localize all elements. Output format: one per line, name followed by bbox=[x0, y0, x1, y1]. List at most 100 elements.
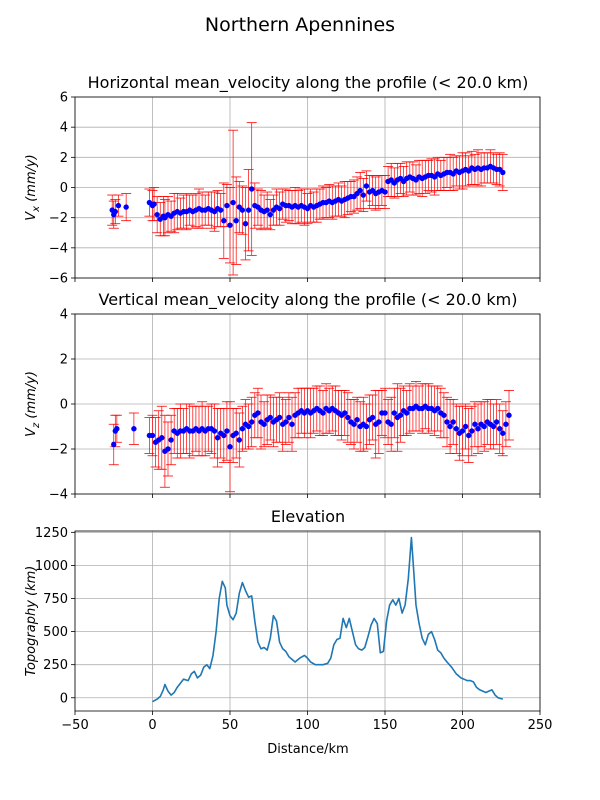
data-point bbox=[481, 423, 487, 430]
horizontal-velocity-data bbox=[107, 122, 508, 276]
data-point bbox=[289, 421, 295, 427]
data-point bbox=[283, 419, 289, 425]
horizontal-velocity-y-tick-label: 2 bbox=[60, 151, 68, 166]
data-point bbox=[320, 410, 326, 416]
data-point bbox=[497, 426, 503, 432]
data-point bbox=[255, 410, 261, 416]
vertical-velocity-data bbox=[108, 381, 514, 493]
data-point bbox=[342, 410, 348, 416]
data-point bbox=[233, 217, 239, 224]
data-point bbox=[493, 419, 500, 425]
vertical-velocity-y-tick-label: 2 bbox=[60, 353, 68, 368]
data-point bbox=[267, 211, 273, 218]
data-point bbox=[382, 410, 388, 416]
elevation-y-tick-label: 0 bbox=[60, 691, 68, 706]
data-point bbox=[227, 444, 233, 450]
data-point bbox=[376, 419, 382, 425]
data-point bbox=[490, 423, 497, 430]
data-point bbox=[239, 207, 246, 213]
data-point bbox=[276, 205, 283, 212]
elevation-x-tick-label: 200 bbox=[450, 718, 475, 733]
data-point bbox=[115, 202, 122, 209]
data-point bbox=[286, 414, 292, 421]
data-point bbox=[363, 183, 370, 189]
data-point bbox=[447, 423, 453, 430]
data-point bbox=[404, 410, 410, 416]
data-point bbox=[249, 419, 255, 425]
data-point bbox=[154, 211, 160, 218]
elevation-x-axis-label: Distance/km bbox=[267, 742, 348, 757]
data-point bbox=[111, 441, 117, 448]
elevation-x-tick-label: 100 bbox=[295, 718, 320, 733]
data-point bbox=[459, 428, 466, 434]
elevation-x-tick-label: 0 bbox=[148, 718, 156, 733]
data-point bbox=[165, 446, 171, 452]
elevation-y-tick-label: 1250 bbox=[35, 526, 68, 541]
data-point bbox=[227, 222, 233, 228]
data-point bbox=[462, 423, 469, 430]
data-point bbox=[357, 187, 363, 194]
elevation-x-tick-label: 150 bbox=[373, 718, 398, 733]
data-point bbox=[233, 430, 239, 436]
data-point bbox=[466, 432, 472, 439]
data-point bbox=[211, 428, 218, 434]
data-point bbox=[249, 186, 255, 192]
data-point bbox=[441, 412, 447, 418]
horizontal-velocity-y-tick-label: −2 bbox=[49, 211, 68, 226]
data-point bbox=[236, 437, 242, 443]
horizontal-velocity-title: Horizontal mean_velocity along the profi… bbox=[88, 73, 529, 93]
data-point bbox=[261, 421, 267, 427]
data-point bbox=[351, 421, 357, 427]
horizontal-velocity-y-tick-label: −6 bbox=[49, 272, 68, 287]
data-point bbox=[221, 432, 227, 439]
data-point bbox=[503, 421, 509, 427]
horizontal-velocity-panel: Horizontal mean_velocity along the profi… bbox=[24, 73, 541, 287]
data-point bbox=[472, 421, 478, 427]
data-point bbox=[453, 426, 459, 432]
vertical-velocity-y-tick-label: 4 bbox=[60, 308, 68, 323]
vertical-velocity-panel: Vertical mean_velocity along the profile… bbox=[24, 290, 541, 503]
horizontal-velocity-y-axis-label: Vx (mm/y) bbox=[24, 154, 42, 221]
elevation-line bbox=[152, 536, 504, 703]
data-point bbox=[267, 414, 273, 421]
data-point bbox=[131, 426, 137, 432]
data-point bbox=[214, 435, 221, 441]
elevation-x-tick-label: 50 bbox=[222, 718, 239, 733]
data-point bbox=[506, 412, 512, 418]
data-point bbox=[239, 426, 246, 432]
horizontal-velocity-axes-frame bbox=[74, 96, 541, 279]
data-point bbox=[221, 217, 227, 224]
elevation-axes-frame bbox=[74, 530, 541, 712]
elevation-title: Elevation bbox=[271, 507, 345, 526]
data-point bbox=[112, 208, 119, 215]
data-point bbox=[500, 169, 506, 176]
data-point bbox=[475, 426, 481, 432]
horizontal-velocity-y-tick-label: 6 bbox=[60, 91, 68, 106]
data-point bbox=[450, 419, 456, 425]
data-point bbox=[245, 207, 252, 213]
data-point bbox=[345, 414, 351, 421]
data-point bbox=[469, 428, 475, 434]
elevation-data bbox=[152, 536, 504, 703]
vertical-velocity-y-tick-label: 0 bbox=[60, 398, 68, 413]
data-point bbox=[360, 192, 366, 198]
data-point bbox=[391, 410, 397, 416]
data-point bbox=[149, 432, 156, 439]
data-point bbox=[388, 421, 394, 427]
elevation-y-tick-label: 1000 bbox=[35, 559, 68, 574]
data-point bbox=[159, 435, 165, 441]
data-point bbox=[397, 412, 404, 418]
vertical-velocity-axes-frame bbox=[74, 313, 541, 495]
vertical-velocity-y-axis-label: Vz (mm/y) bbox=[24, 371, 42, 437]
data-point bbox=[363, 423, 370, 430]
data-point bbox=[151, 201, 157, 207]
figure-title: Northern Apennines bbox=[205, 14, 395, 36]
vertical-velocity-title: Vertical mean_velocity along the profile… bbox=[99, 290, 518, 310]
elevation-y-tick-label: 750 bbox=[43, 592, 68, 607]
data-point bbox=[444, 419, 450, 425]
elevation-y-tick-label: 250 bbox=[43, 658, 68, 673]
data-point bbox=[224, 202, 230, 209]
data-point bbox=[245, 423, 252, 430]
data-point bbox=[242, 221, 249, 227]
